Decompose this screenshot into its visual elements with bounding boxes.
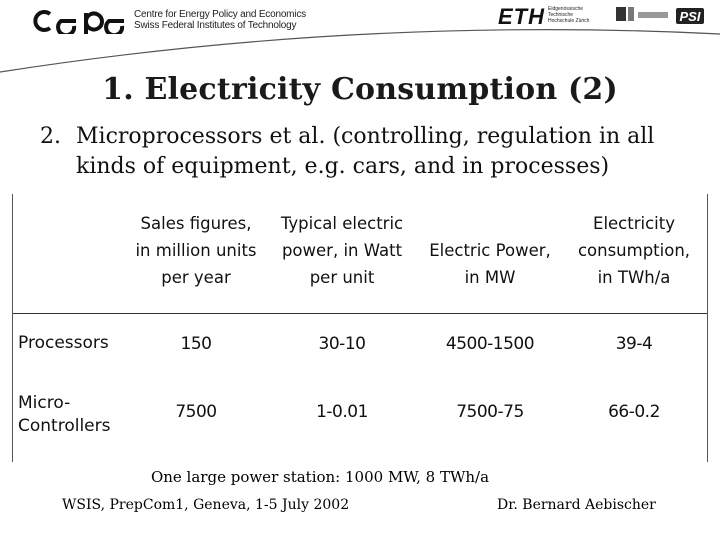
cell-micro-mw: 7500-75 [456, 402, 524, 422]
bullet-number: 2. [40, 124, 61, 149]
header-typical-power: Typical electric power, in Watt per unit [280, 214, 404, 287]
cell-processors-sales: 150 [180, 334, 212, 354]
cell-processors-mw: 4500-1500 [445, 334, 535, 354]
org-name: Centre for Energy Policy and Economics S… [134, 9, 306, 31]
header-electricity-consumption: Electricity consumption, in TWh/a [577, 214, 691, 287]
row-label-microcontrollers: Micro- Controllers [18, 393, 111, 436]
org-line-2: Swiss Federal Institutes of Technology [134, 20, 297, 31]
psi-logo: PSI [616, 7, 704, 24]
header-electric-power: Electric Power, in MW [429, 241, 551, 287]
bullet-text: Microprocessors et al. (controlling, reg… [76, 124, 655, 179]
footer-event: WSIS, PrepCom1, Geneva, 1-5 July 2002 [62, 497, 350, 513]
cepe-logo [33, 10, 125, 34]
header-sales: Sales figures, in million units per year [135, 214, 257, 287]
header-separator [13, 313, 707, 314]
eth-subtitle: Eidgenössische Technische Hochschule Zür… [548, 6, 590, 24]
cell-micro-twh: 66-0.2 [608, 402, 660, 422]
eth-logo: ETH [498, 4, 545, 29]
psi-logo-text: PSI [680, 9, 701, 24]
cell-processors-power: 30-10 [318, 334, 366, 354]
slide-title: 1. Electricity Consumption (2) [102, 72, 618, 107]
cell-micro-sales: 7500 [175, 402, 217, 422]
row-label-processors: Processors [18, 333, 109, 353]
cell-processors-twh: 39-4 [615, 334, 653, 354]
header-swoosh [0, 29, 720, 73]
footer-author: Dr. Bernard Aebischer [497, 497, 656, 513]
header: Centre for Energy Policy and Economics S… [0, 0, 720, 73]
org-line-1: Centre for Energy Policy and Economics [134, 9, 306, 20]
footnote: One large power station: 1000 MW, 8 TWh/… [150, 468, 490, 486]
cell-micro-power: 1-0.01 [316, 402, 368, 422]
consumption-table: Sales figures, in million units per year… [12, 194, 708, 462]
